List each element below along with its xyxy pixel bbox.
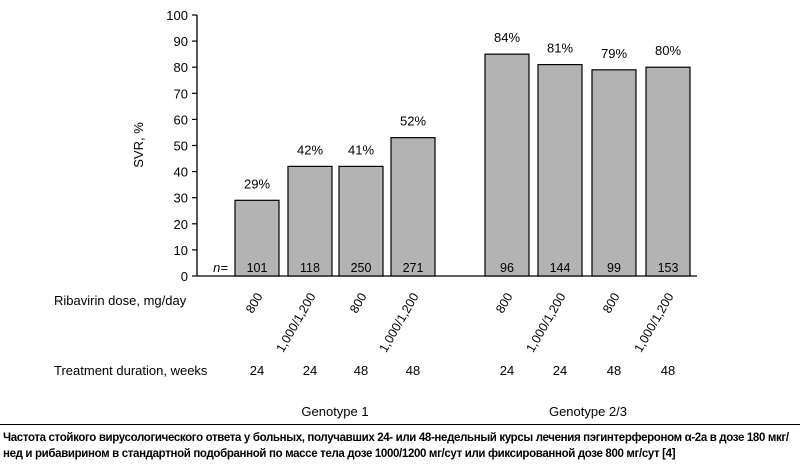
ribavirin-dose-label: 1,000/1,200 xyxy=(376,290,421,354)
treatment-duration-label: 24 xyxy=(500,363,514,378)
y-tick-label: 20 xyxy=(174,217,188,232)
y-tick-label: 50 xyxy=(174,139,188,154)
bar-n-label: 99 xyxy=(607,261,621,275)
dose-row-label: Ribavirin dose, mg/day xyxy=(54,293,187,308)
bar-n-label: 144 xyxy=(550,261,571,275)
bar-value-label: 42% xyxy=(297,142,323,157)
y-tick-label: 0 xyxy=(181,269,188,284)
y-tick-label: 90 xyxy=(174,34,188,49)
y-tick-label: 100 xyxy=(166,8,188,23)
ribavirin-dose-label: 1,000/1,200 xyxy=(273,290,318,354)
bar-n-label: 118 xyxy=(300,261,320,275)
bar-n-label: 250 xyxy=(351,261,372,275)
bar xyxy=(287,165,333,277)
y-tick-label: 60 xyxy=(174,112,188,127)
ribavirin-dose-label: 800 xyxy=(347,290,370,315)
bar-value-label: 52% xyxy=(400,114,426,129)
bar-n-label: 153 xyxy=(658,261,679,275)
bar xyxy=(234,199,280,277)
group-label: Genotype 1 xyxy=(301,404,368,419)
bar-value-label: 84% xyxy=(494,30,520,45)
bar-value-label: 41% xyxy=(348,142,374,157)
n-label: n= xyxy=(213,260,228,275)
y-axis-title: SVR, % xyxy=(131,122,146,168)
ribavirin-dose-label: 800 xyxy=(243,290,266,315)
bar xyxy=(591,69,637,277)
bar xyxy=(484,53,530,277)
ribavirin-dose-label: 800 xyxy=(600,290,623,315)
bar xyxy=(338,165,384,277)
bar-n-label: 96 xyxy=(500,261,514,275)
ribavirin-dose-label: 1,000/1,200 xyxy=(523,290,568,354)
y-tick-label: 70 xyxy=(174,86,188,101)
bar-n-label: 271 xyxy=(403,261,424,275)
y-tick-label: 30 xyxy=(174,191,188,206)
bar-value-label: 79% xyxy=(601,46,627,61)
treatment-duration-label: 48 xyxy=(354,363,368,378)
treatment-duration-label: 48 xyxy=(607,363,621,378)
duration-row-label: Treatment duration, weeks xyxy=(54,363,208,378)
treatment-duration-label: 48 xyxy=(661,363,675,378)
y-tick-label: 80 xyxy=(174,60,188,75)
bar-n-label: 101 xyxy=(247,261,268,275)
treatment-duration-label: 24 xyxy=(303,363,317,378)
group-label: Genotype 2/3 xyxy=(549,404,627,419)
bar xyxy=(645,66,691,277)
figure-caption: Частота стойкого вирусологического ответ… xyxy=(3,432,789,460)
bar-value-label: 29% xyxy=(244,176,270,191)
y-tick-label: 10 xyxy=(174,243,188,258)
ribavirin-dose-label: 800 xyxy=(493,290,516,315)
y-tick-label: 40 xyxy=(174,165,188,180)
bar-value-label: 80% xyxy=(655,43,681,58)
svr-bar-chart: 0 10 20 30 40 50 60 70 80 90 100 SVR, % 29% 101 800 24 4… xyxy=(54,8,697,419)
treatment-duration-label: 48 xyxy=(406,363,420,378)
caption-divider xyxy=(0,424,800,425)
treatment-duration-label: 24 xyxy=(553,363,567,378)
bar-value-label: 81% xyxy=(547,41,573,56)
bar xyxy=(537,63,583,277)
ribavirin-dose-label: 1,000/1,200 xyxy=(631,290,676,354)
bar xyxy=(390,137,436,277)
treatment-duration-label: 24 xyxy=(250,363,264,378)
